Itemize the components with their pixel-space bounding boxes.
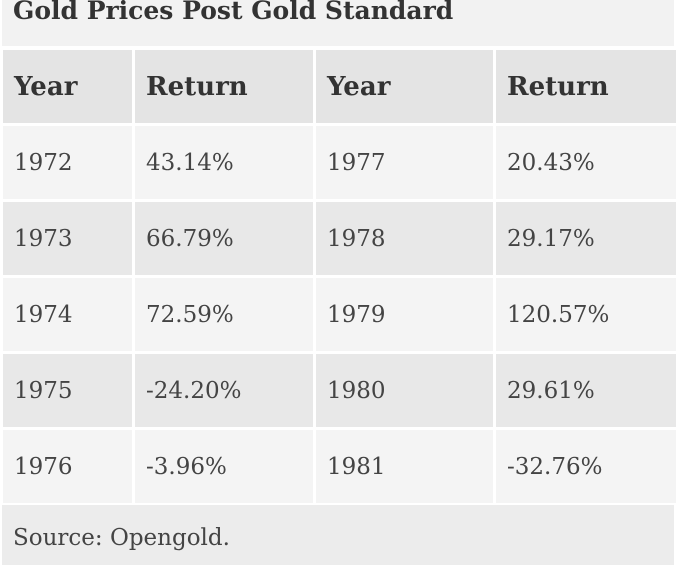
returns-table: Year Return Year Return 1972 43.14% 1977… bbox=[0, 47, 676, 506]
cell-year: 1981 bbox=[316, 430, 493, 503]
cell-return: -32.76% bbox=[496, 430, 676, 503]
table-row: 1975 -24.20% 1980 29.61% bbox=[3, 354, 676, 427]
table-title: Gold Prices Post Gold Standard bbox=[2, 0, 674, 46]
cell-year: 1978 bbox=[316, 202, 493, 275]
cell-year: 1973 bbox=[3, 202, 132, 275]
cell-year: 1979 bbox=[316, 278, 493, 351]
cell-return: 66.79% bbox=[135, 202, 313, 275]
cell-return: 72.59% bbox=[135, 278, 313, 351]
cell-year: 1972 bbox=[3, 126, 132, 199]
table-row: 1972 43.14% 1977 20.43% bbox=[3, 126, 676, 199]
header-return-left: Return bbox=[135, 50, 313, 123]
cell-year: 1976 bbox=[3, 430, 132, 503]
cell-return: 29.61% bbox=[496, 354, 676, 427]
header-year-right: Year bbox=[316, 50, 493, 123]
cell-return: 20.43% bbox=[496, 126, 676, 199]
header-return-right: Return bbox=[496, 50, 676, 123]
cell-year: 1974 bbox=[3, 278, 132, 351]
cell-year: 1977 bbox=[316, 126, 493, 199]
table-row: 1974 72.59% 1979 120.57% bbox=[3, 278, 676, 351]
source-note: Source: Opengold. bbox=[2, 505, 674, 565]
cell-return: 43.14% bbox=[135, 126, 313, 199]
cell-return: -3.96% bbox=[135, 430, 313, 503]
cell-return: 120.57% bbox=[496, 278, 676, 351]
cell-return: -24.20% bbox=[135, 354, 313, 427]
cell-year: 1980 bbox=[316, 354, 493, 427]
table-row: 1976 -3.96% 1981 -32.76% bbox=[3, 430, 676, 503]
cell-year: 1975 bbox=[3, 354, 132, 427]
table-header-row: Year Return Year Return bbox=[3, 50, 676, 123]
table-row: 1973 66.79% 1978 29.17% bbox=[3, 202, 676, 275]
header-year-left: Year bbox=[3, 50, 132, 123]
cell-return: 29.17% bbox=[496, 202, 676, 275]
